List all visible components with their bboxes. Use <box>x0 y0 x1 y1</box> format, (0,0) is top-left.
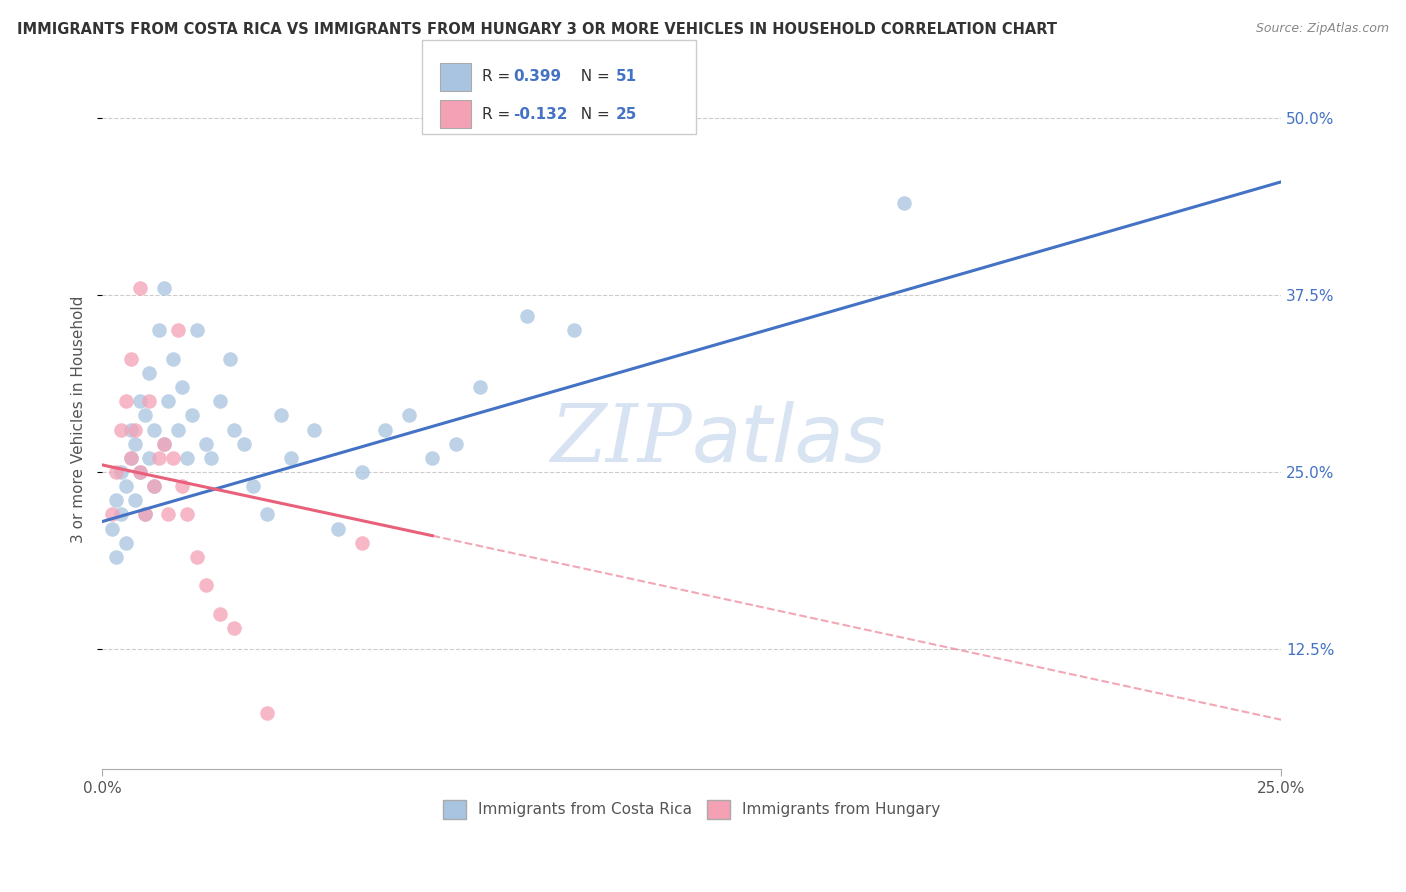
Point <box>195 578 218 592</box>
Point <box>256 706 278 720</box>
Point <box>114 479 136 493</box>
Point <box>152 281 174 295</box>
Point <box>105 465 128 479</box>
Point <box>120 450 142 465</box>
Text: Source: ZipAtlas.com: Source: ZipAtlas.com <box>1256 22 1389 36</box>
Point <box>143 479 166 493</box>
Point <box>209 607 232 621</box>
Text: N =: N = <box>571 106 614 121</box>
Point <box>180 409 202 423</box>
Point <box>110 465 132 479</box>
Point <box>398 409 420 423</box>
Point <box>350 536 373 550</box>
Point <box>166 423 188 437</box>
Text: 51: 51 <box>616 70 637 85</box>
Point <box>195 436 218 450</box>
Point <box>120 450 142 465</box>
Y-axis label: 3 or more Vehicles in Household: 3 or more Vehicles in Household <box>72 295 86 542</box>
Point <box>232 436 254 450</box>
Point <box>114 394 136 409</box>
Point <box>270 409 292 423</box>
Point <box>374 423 396 437</box>
Text: R =: R = <box>482 70 516 85</box>
Point <box>172 380 194 394</box>
Point <box>422 450 444 465</box>
Text: R =: R = <box>482 106 516 121</box>
Point <box>200 450 222 465</box>
Point <box>166 323 188 337</box>
Point <box>134 409 156 423</box>
Text: ZIP: ZIP <box>550 401 692 479</box>
Point <box>444 436 467 450</box>
Point <box>326 522 349 536</box>
Point <box>134 508 156 522</box>
Point <box>114 536 136 550</box>
Text: IMMIGRANTS FROM COSTA RICA VS IMMIGRANTS FROM HUNGARY 3 OR MORE VEHICLES IN HOUS: IMMIGRANTS FROM COSTA RICA VS IMMIGRANTS… <box>17 22 1057 37</box>
Point <box>148 323 170 337</box>
Point <box>468 380 491 394</box>
Point <box>100 522 122 536</box>
Point <box>120 351 142 366</box>
Point <box>176 508 198 522</box>
Point <box>124 423 146 437</box>
Point <box>516 310 538 324</box>
Legend: Immigrants from Costa Rica, Immigrants from Hungary: Immigrants from Costa Rica, Immigrants f… <box>437 794 946 825</box>
Point <box>129 465 152 479</box>
Point <box>138 366 160 380</box>
Point <box>105 493 128 508</box>
Point <box>350 465 373 479</box>
Text: atlas: atlas <box>692 401 887 479</box>
Point <box>110 423 132 437</box>
Text: N =: N = <box>571 70 614 85</box>
Point <box>186 323 208 337</box>
Point <box>124 436 146 450</box>
Text: -0.132: -0.132 <box>513 106 568 121</box>
Point <box>186 549 208 564</box>
Point <box>138 450 160 465</box>
Point <box>129 394 152 409</box>
Point <box>162 351 184 366</box>
Point <box>143 423 166 437</box>
Point <box>143 479 166 493</box>
Point <box>224 423 246 437</box>
Point <box>129 465 152 479</box>
Point <box>562 323 585 337</box>
Point <box>218 351 240 366</box>
Point <box>110 508 132 522</box>
Point <box>105 549 128 564</box>
Point <box>657 111 679 125</box>
Point <box>209 394 232 409</box>
Point <box>893 196 915 211</box>
Point <box>100 508 122 522</box>
Point <box>120 423 142 437</box>
Point <box>157 394 180 409</box>
Text: 0.399: 0.399 <box>513 70 561 85</box>
Point <box>304 423 326 437</box>
Point <box>152 436 174 450</box>
Point <box>176 450 198 465</box>
Point <box>138 394 160 409</box>
Point <box>162 450 184 465</box>
Point <box>224 621 246 635</box>
Point <box>129 281 152 295</box>
Point <box>256 508 278 522</box>
Point <box>134 508 156 522</box>
Point <box>172 479 194 493</box>
Point <box>124 493 146 508</box>
Point <box>157 508 180 522</box>
Text: 25: 25 <box>616 106 637 121</box>
Point <box>148 450 170 465</box>
Point <box>242 479 264 493</box>
Point <box>152 436 174 450</box>
Point <box>280 450 302 465</box>
